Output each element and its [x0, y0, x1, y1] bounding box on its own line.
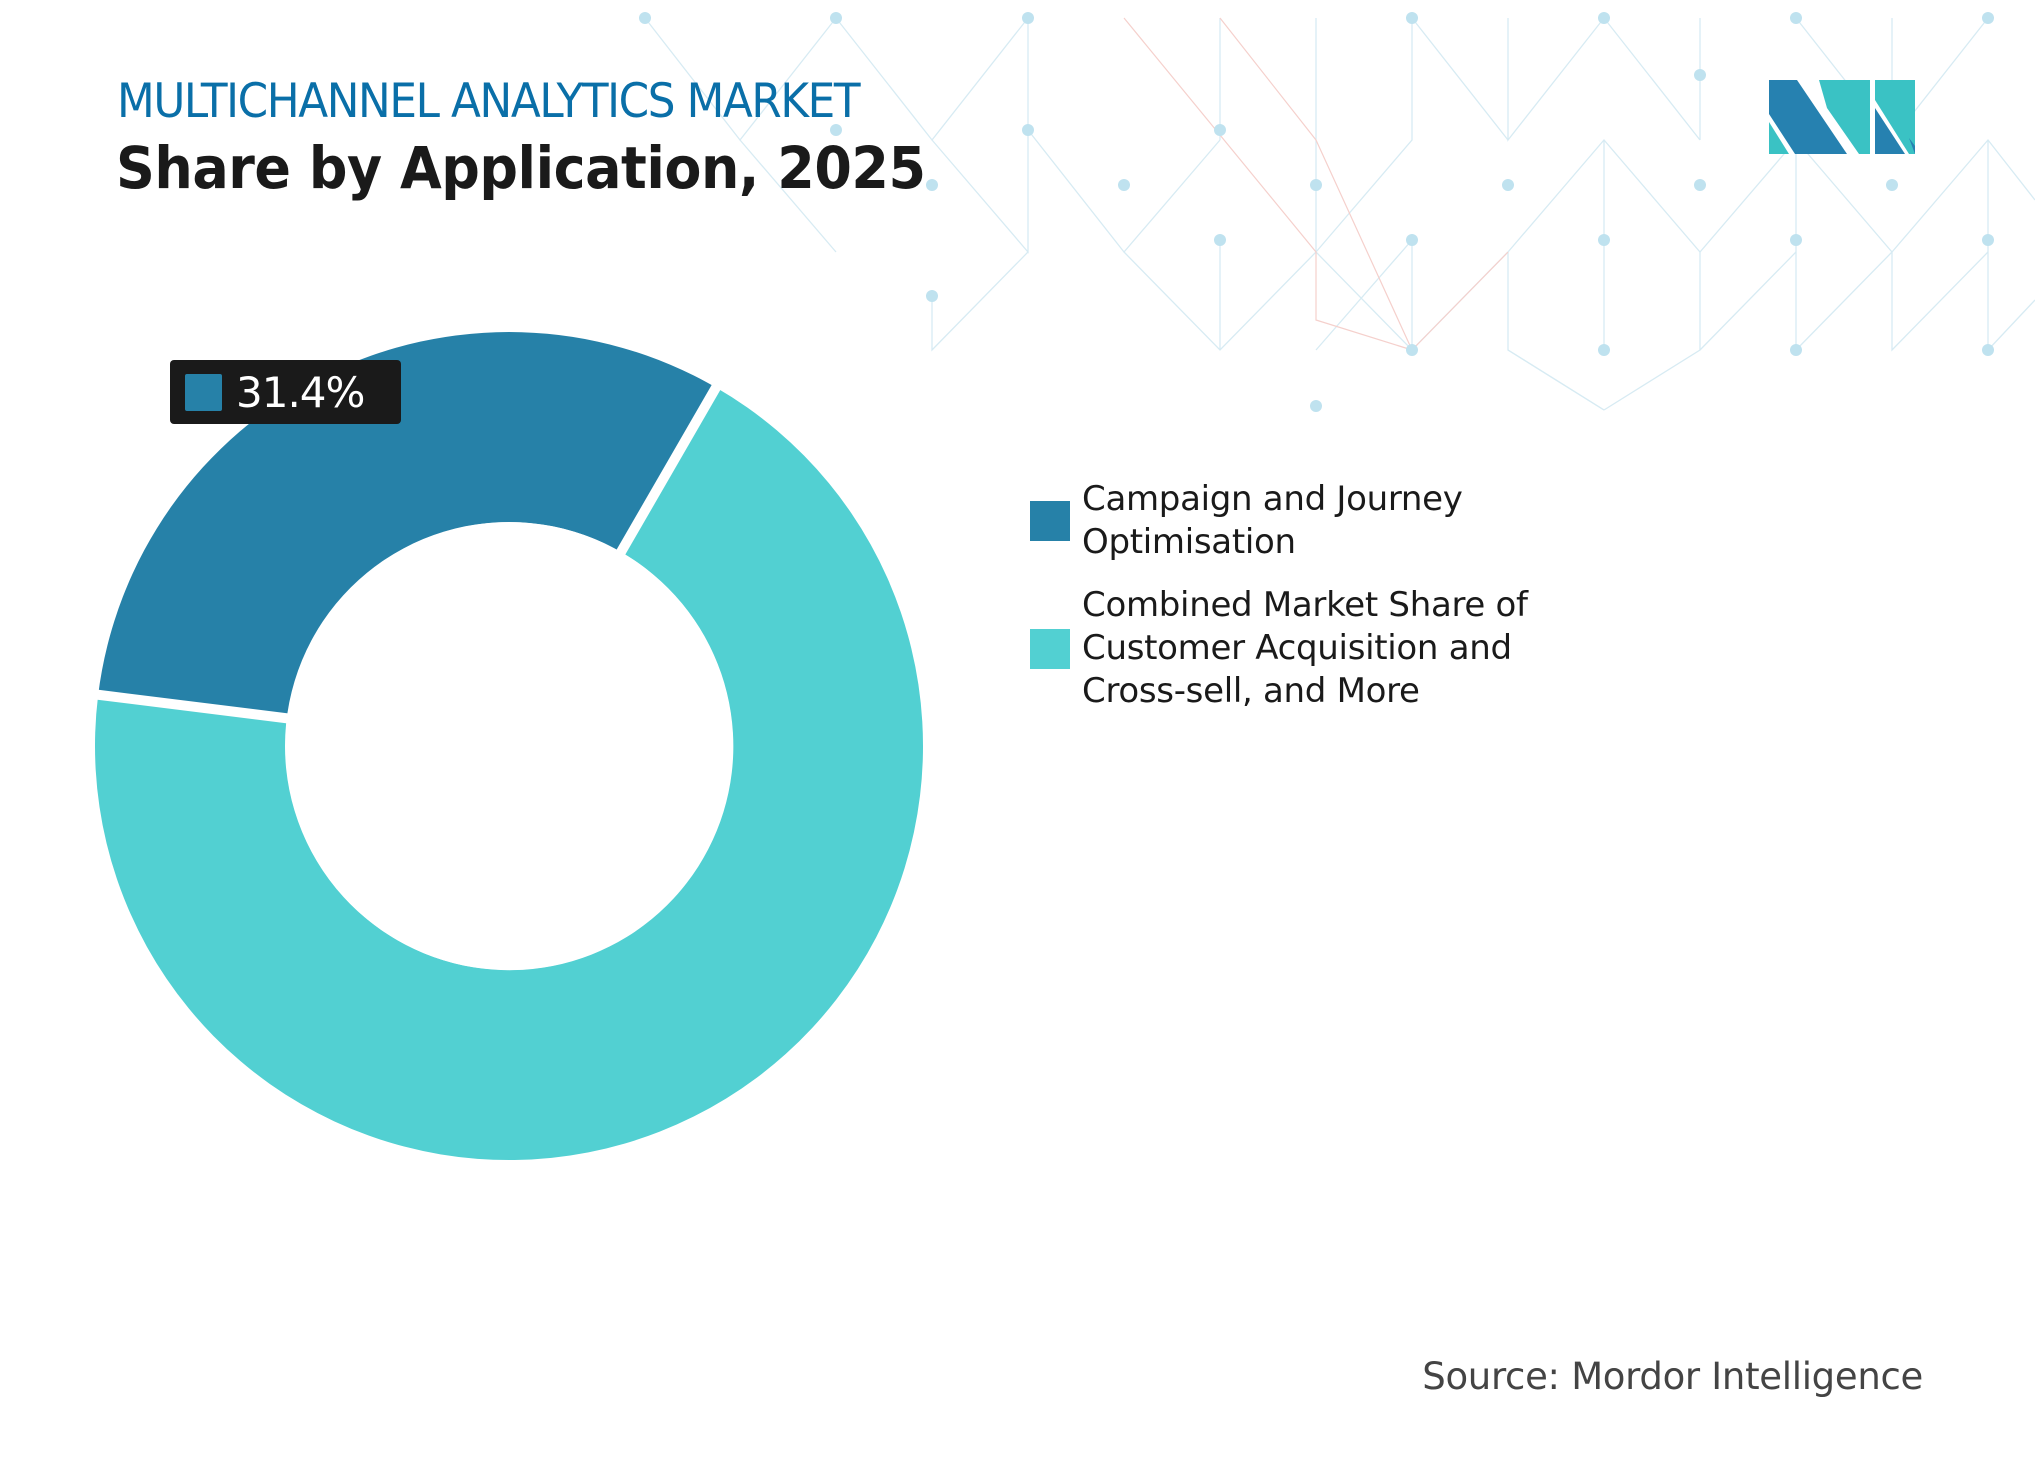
legend-item-customer-acquisition[interactable]: Combined Market Share of Customer Acquis… [1030, 584, 1630, 713]
chart-subtitle: Share by Application, 2025 [116, 134, 926, 202]
source-credit: Source: Mordor Intelligence [1422, 1355, 1923, 1398]
legend-swatch-dark [1030, 501, 1070, 541]
legend-label: Combined Market Share of Customer Acquis… [1082, 585, 1528, 711]
data-label-value: 31.4% [236, 367, 365, 417]
legend-label: Campaign and Journey Optimisation [1082, 479, 1463, 562]
mordor-intelligence-logo-icon [1769, 80, 1915, 154]
data-label-swatch [185, 373, 222, 411]
donut-chart [91, 332, 924, 1161]
data-label-campaign-journey: 31.4% [170, 360, 401, 424]
legend-item-campaign-journey[interactable]: Campaign and Journey Optimisation [1030, 478, 1630, 564]
donut-slice-campaign-journey[interactable] [98, 332, 717, 719]
legend-swatch-light [1030, 628, 1070, 669]
donut-slice-customer-acquisition[interactable] [95, 387, 924, 1161]
chart-legend: Campaign and Journey Optimisation Combin… [1030, 478, 1630, 733]
chart-title: MULTICHANNEL ANALYTICS MARKET [117, 74, 861, 129]
